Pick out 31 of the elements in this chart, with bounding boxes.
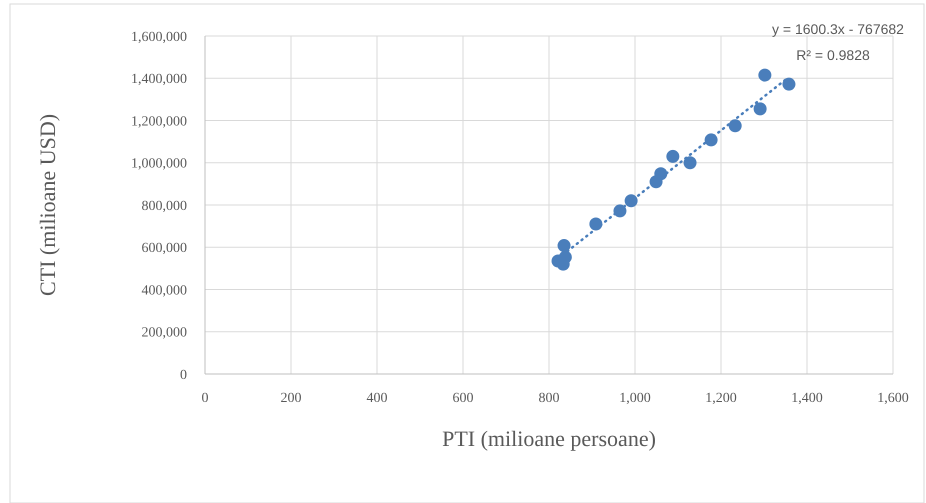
y-tick-label: 1,000,000 xyxy=(131,156,187,172)
y-tick-label: 200,000 xyxy=(142,326,187,341)
x-tick-label: 0 xyxy=(202,391,208,406)
point xyxy=(666,150,680,163)
y-tick-label: 600,000 xyxy=(142,241,187,256)
point xyxy=(728,119,742,132)
x-tick-label: 600 xyxy=(452,391,474,406)
x-tick-label: 1,200 xyxy=(705,391,737,406)
y-tick-label: 400,000 xyxy=(142,283,187,298)
y-tick-label: 1,200,000 xyxy=(131,114,187,130)
point xyxy=(684,156,697,170)
annotation: R² = 0.9828 xyxy=(796,47,870,63)
point xyxy=(758,68,772,82)
y-tick-label: 800,000 xyxy=(142,198,187,214)
x-tick-label: 1,000 xyxy=(619,391,651,406)
y-tick-label: 1,600,000 xyxy=(131,30,187,45)
x-tick-label: 1,400 xyxy=(791,391,823,406)
y-tick-label: 0 xyxy=(180,368,187,383)
x-tick-label: 1,600 xyxy=(877,391,909,406)
y-tick-label: 1,400,000 xyxy=(131,72,187,88)
x-axis-title: PTI (milioane persoane) xyxy=(442,426,656,451)
x-tick-label: 200 xyxy=(280,391,302,406)
point xyxy=(754,102,767,116)
point xyxy=(654,167,668,180)
point xyxy=(558,250,572,264)
annotation: y = 1600.3x - 767682 xyxy=(772,21,904,37)
x-tick-label: 800 xyxy=(538,391,560,406)
x-tick-label: 400 xyxy=(366,391,388,406)
y-axis-title: CTI (milioane USD) xyxy=(35,114,60,296)
point xyxy=(782,78,796,91)
point xyxy=(558,239,571,252)
